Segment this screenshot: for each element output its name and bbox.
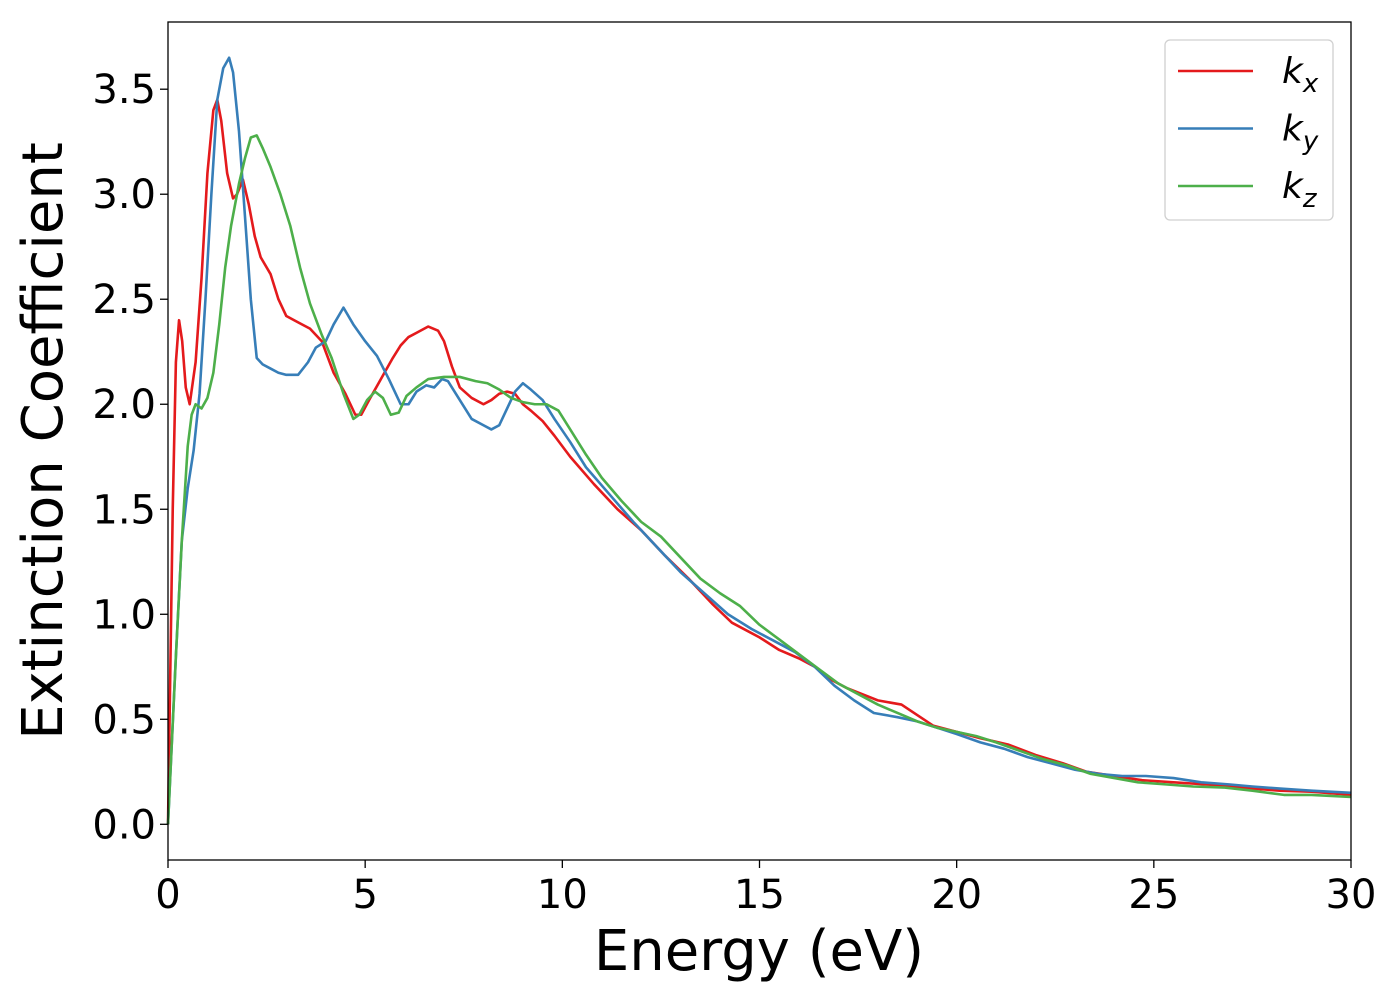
series-line-k_y (166, 56, 1352, 825)
y-tick-label: 3.5 (92, 67, 156, 113)
y-tick-label: 1.0 (92, 592, 156, 638)
y-tick-label: 3.0 (92, 172, 156, 218)
x-tick-label: 5 (352, 872, 377, 918)
legend: kx ky kz (1164, 39, 1334, 221)
y-tick-label: 0.5 (92, 697, 156, 743)
y-axis-label: Extinction Coefficient (11, 142, 76, 740)
y-tick-label: 2.0 (92, 382, 156, 428)
y-tick-label: 1.5 (92, 487, 156, 533)
x-tick-label: 0 (155, 872, 180, 918)
legend-box (1164, 39, 1334, 221)
x-tick-label: 15 (734, 872, 785, 918)
legend-label-k_z: kz (1282, 166, 1318, 214)
x-axis-label: Energy (eV) (594, 919, 924, 984)
series-layer (166, 56, 1352, 825)
y-tick-label: 0.0 (92, 802, 156, 848)
legend-label-k_x: kx (1282, 51, 1319, 99)
x-tick-label: 10 (537, 872, 588, 918)
series-line-k_z (166, 134, 1352, 825)
legend-label-k_y: ky (1282, 109, 1319, 157)
x-tick-label: 20 (931, 872, 982, 918)
x-tick-label: 30 (1326, 872, 1377, 918)
y-axis-ticks: 0.0 0.5 1.0 1.5 2.0 2.5 3.0 3.5 (92, 67, 168, 848)
y-tick-label: 2.5 (92, 277, 156, 323)
legend-items: kx ky kz (1178, 51, 1319, 214)
x-tick-label: 25 (1128, 872, 1179, 918)
x-axis-ticks: 0 5 10 15 20 25 30 (155, 860, 1376, 918)
